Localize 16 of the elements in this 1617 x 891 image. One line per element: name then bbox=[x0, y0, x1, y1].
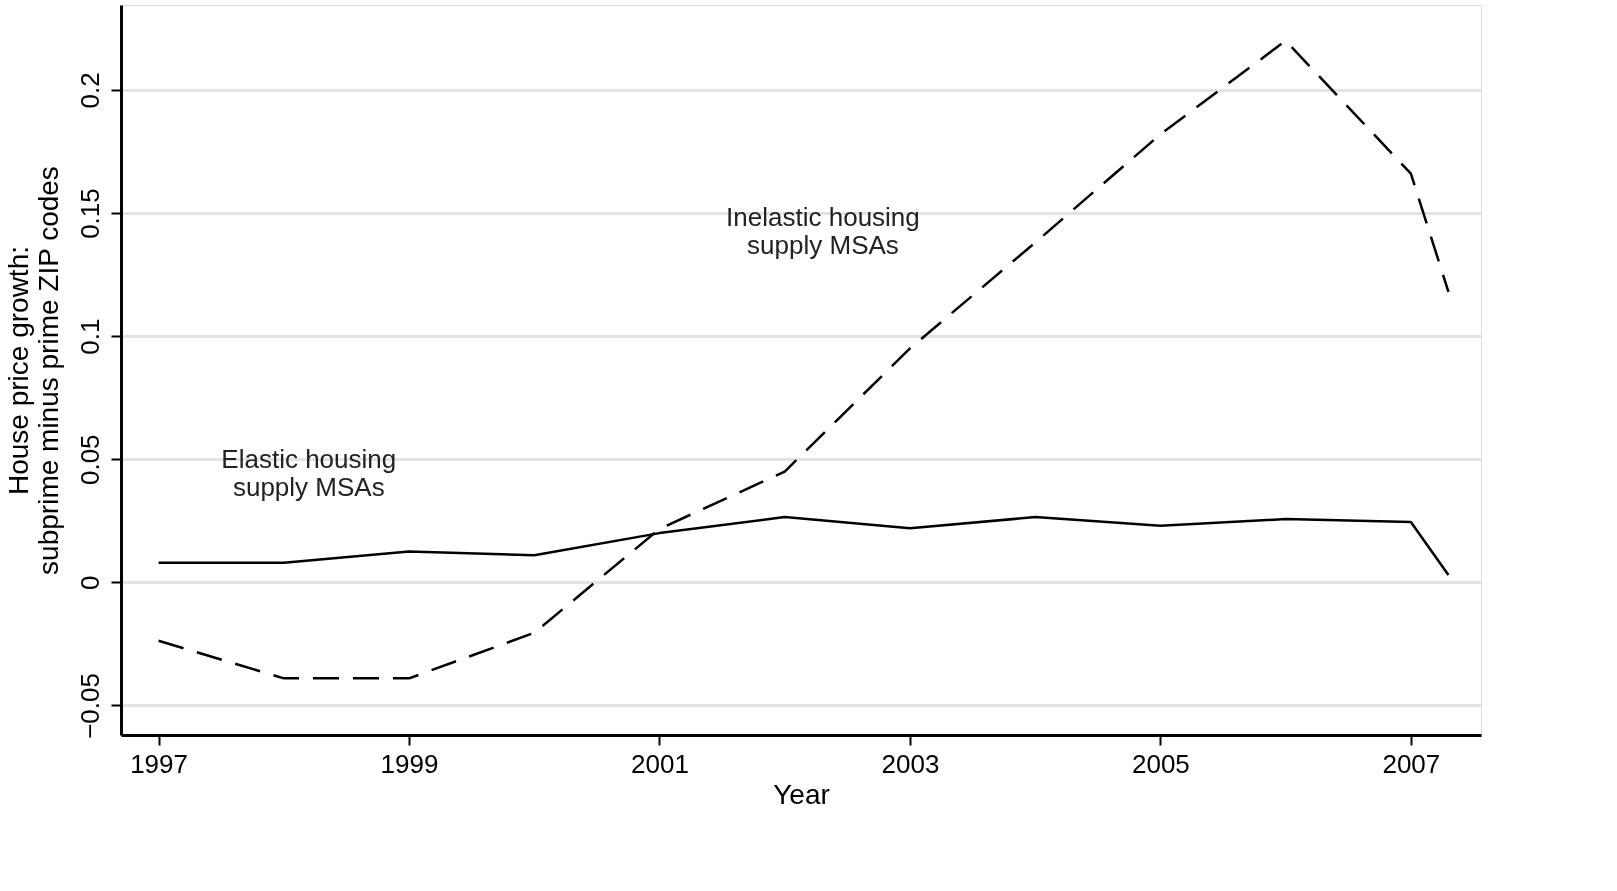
y-tick-label: −0.05 bbox=[74, 673, 105, 739]
y-tick-label: 0.2 bbox=[74, 72, 105, 109]
y-tick-label: 0.05 bbox=[74, 434, 105, 486]
x-tick-label: 1997 bbox=[130, 748, 188, 779]
text: Inelastic housing supply MSAs bbox=[726, 202, 920, 261]
y-tick-label: 0.15 bbox=[74, 188, 105, 239]
x-tick-label: 2001 bbox=[631, 748, 689, 779]
y-tick-label: 0 bbox=[74, 575, 105, 591]
series-label: Elastic housing supply MSAs bbox=[221, 443, 397, 502]
x-axis-title: Year bbox=[773, 778, 830, 810]
y-tick-label: 0.1 bbox=[74, 318, 105, 355]
x-tick-label: 2007 bbox=[1382, 748, 1441, 779]
x-tick-label: 1999 bbox=[380, 748, 439, 779]
x-tick-label: 2005 bbox=[1131, 748, 1190, 779]
x-tick-label: 2003 bbox=[881, 748, 940, 779]
y-axis-title: House price growth: subprime minus prime ZIP codes bbox=[2, 166, 64, 575]
